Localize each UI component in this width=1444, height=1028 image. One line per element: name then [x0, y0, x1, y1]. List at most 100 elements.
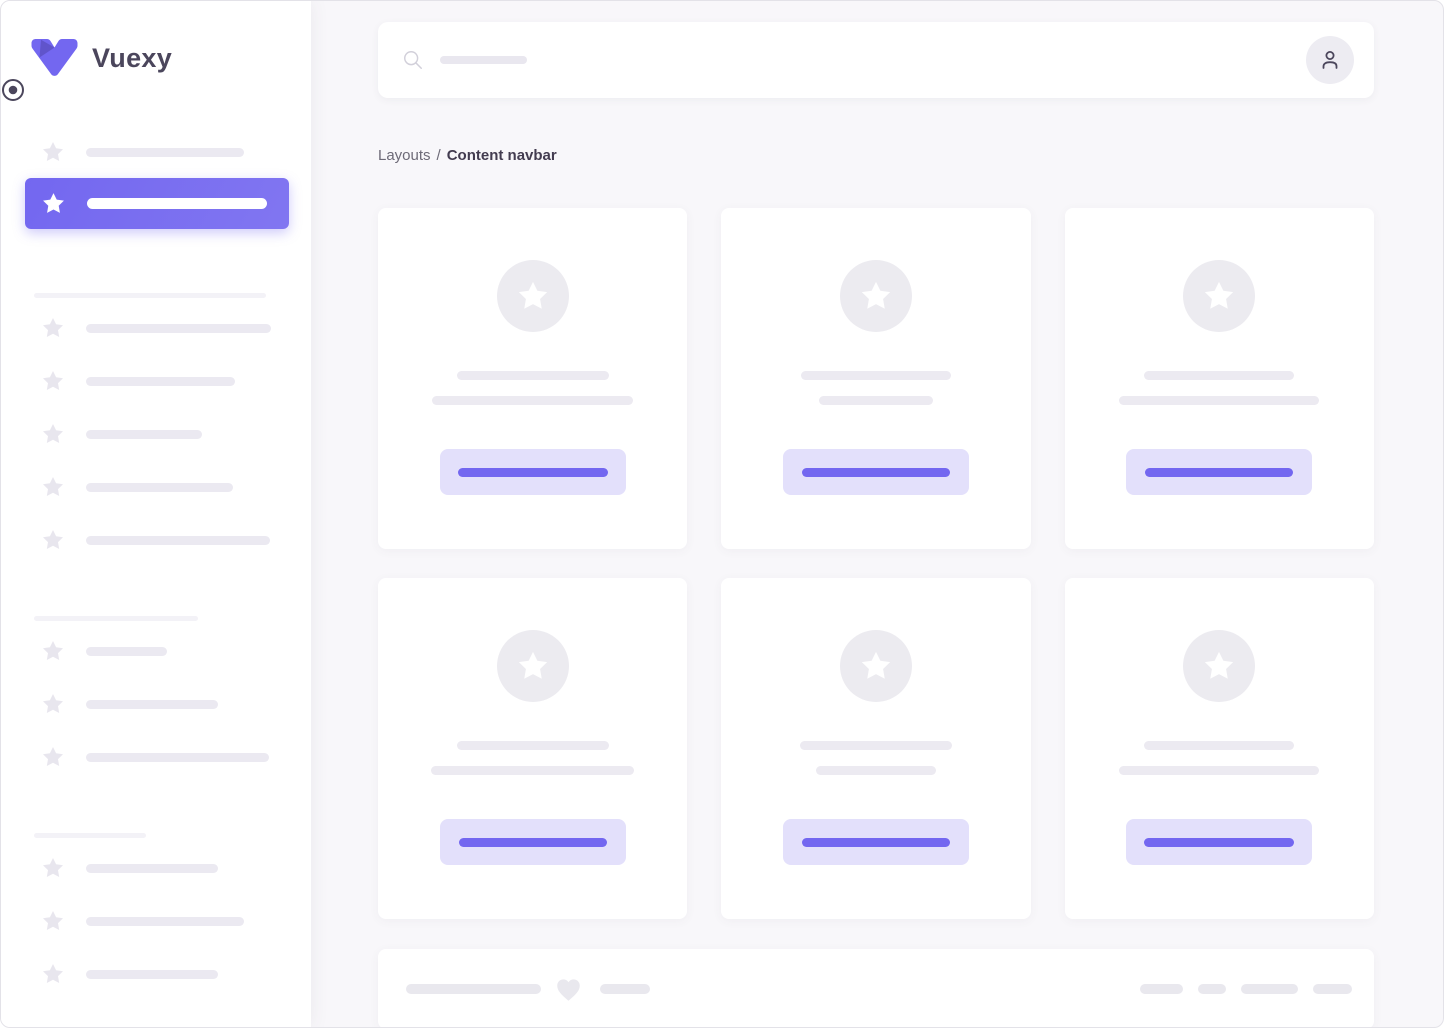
- sidebar-item[interactable]: [1, 909, 311, 933]
- content-card: [1064, 578, 1374, 919]
- star-icon: [861, 281, 891, 309]
- card-text-placeholder: [800, 371, 951, 380]
- sidebar-item-active[interactable]: [25, 178, 289, 229]
- sidebar-nav: [1, 140, 311, 986]
- radio-circle-icon: [2, 79, 24, 101]
- top-navbar: [378, 22, 1374, 98]
- breadcrumb-current: Content navbar: [446, 147, 557, 164]
- menu-label-placeholder: [86, 699, 218, 709]
- card-action-button[interactable]: [782, 449, 969, 495]
- menu-label-placeholder: [87, 198, 267, 209]
- sidebar-item[interactable]: [1, 316, 311, 340]
- card-avatar-circle: [1183, 630, 1256, 702]
- star-icon: [43, 747, 63, 767]
- card-action-button[interactable]: [1126, 449, 1313, 495]
- menu-label-placeholder: [86, 323, 271, 333]
- sidebar-item[interactable]: [1, 856, 311, 880]
- breadcrumb: Layouts / Content navbar: [378, 147, 1374, 164]
- sidebar-item[interactable]: [1, 692, 311, 716]
- content-card: [1064, 208, 1374, 549]
- sidebar-item[interactable]: [1, 140, 311, 164]
- card-grid: [378, 208, 1374, 919]
- heart-icon: [557, 978, 580, 1001]
- sidebar-section-header: [34, 293, 266, 298]
- card-text-placeholder: [799, 741, 952, 750]
- card-text-placeholder: [1144, 371, 1295, 380]
- menu-label-placeholder: [86, 482, 233, 492]
- card-action-button[interactable]: [1126, 819, 1313, 865]
- button-label-placeholder: [801, 837, 950, 847]
- sidebar-item[interactable]: [1, 745, 311, 769]
- card-avatar-circle: [839, 630, 912, 702]
- card-text-placeholder: [456, 371, 609, 380]
- card-avatar-circle: [496, 630, 569, 702]
- sidebar-item[interactable]: [1, 369, 311, 393]
- card-action-button[interactable]: [782, 819, 969, 865]
- star-icon: [43, 858, 63, 878]
- star-icon: [43, 318, 63, 338]
- menu-label-placeholder: [86, 969, 218, 979]
- star-icon: [43, 477, 63, 497]
- card-avatar-circle: [496, 260, 569, 332]
- content-card: [378, 208, 688, 549]
- footer-link-placeholder: [1241, 984, 1298, 994]
- search-placeholder-bar: [440, 56, 527, 64]
- star-icon: [43, 530, 63, 550]
- brand-name: Vuexy: [92, 42, 173, 73]
- star-icon: [43, 641, 63, 661]
- sidebar-item[interactable]: [1, 962, 311, 986]
- star-icon: [861, 651, 891, 679]
- content-card: [378, 578, 688, 919]
- sidebar-item[interactable]: [1, 639, 311, 663]
- user-menu-button[interactable]: [1306, 36, 1354, 84]
- card-avatar-circle: [839, 260, 912, 332]
- main-content: Layouts / Content navbar: [311, 1, 1443, 1027]
- button-label-placeholder: [1144, 837, 1295, 847]
- menu-label-placeholder: [86, 429, 202, 439]
- menu-label-placeholder: [86, 535, 270, 545]
- star-icon: [43, 911, 63, 931]
- star-icon: [518, 651, 547, 679]
- sidebar: Vuexy: [1, 1, 311, 1027]
- sidebar-item[interactable]: [1, 528, 311, 552]
- card-text-placeholder: [815, 766, 936, 775]
- brand-link[interactable]: Vuexy: [31, 38, 287, 78]
- menu-label-placeholder: [86, 147, 244, 157]
- card-action-button[interactable]: [439, 819, 626, 865]
- content-card: [721, 208, 1031, 549]
- menu-label-placeholder: [86, 863, 218, 873]
- sidebar-item[interactable]: [1, 422, 311, 446]
- footer-link-placeholder: [1313, 984, 1352, 994]
- card-text-placeholder: [432, 396, 634, 405]
- footer-link-placeholder: [1140, 984, 1183, 994]
- sidebar-toggle-button[interactable]: [1, 78, 25, 102]
- menu-label-placeholder: [86, 376, 235, 386]
- menu-label-placeholder: [86, 752, 269, 762]
- card-text-placeholder: [1144, 741, 1295, 750]
- footer-text-placeholder: [406, 984, 541, 994]
- menu-label-placeholder: [86, 916, 244, 926]
- footer: [378, 949, 1374, 1027]
- star-icon: [1205, 281, 1234, 309]
- card-text-placeholder: [1119, 396, 1320, 405]
- search-icon: [404, 51, 422, 69]
- user-icon: [1322, 51, 1338, 69]
- breadcrumb-separator: /: [436, 147, 441, 164]
- star-icon: [43, 371, 63, 391]
- sidebar-section-header: [34, 616, 198, 621]
- sidebar-item[interactable]: [1, 475, 311, 499]
- star-icon: [43, 424, 63, 444]
- button-label-placeholder: [458, 837, 607, 847]
- card-avatar-circle: [1183, 260, 1256, 332]
- search-input[interactable]: [402, 49, 1306, 71]
- breadcrumb-parent-link[interactable]: Layouts: [378, 147, 431, 164]
- card-action-button[interactable]: [439, 449, 626, 495]
- footer-text-placeholder: [600, 984, 650, 994]
- star-icon: [1205, 651, 1234, 679]
- vuexy-logo-icon: [31, 39, 78, 76]
- content-card: [721, 578, 1031, 919]
- footer-link-placeholder: [1198, 984, 1226, 994]
- menu-label-placeholder: [86, 646, 167, 656]
- sidebar-section-header: [34, 833, 146, 838]
